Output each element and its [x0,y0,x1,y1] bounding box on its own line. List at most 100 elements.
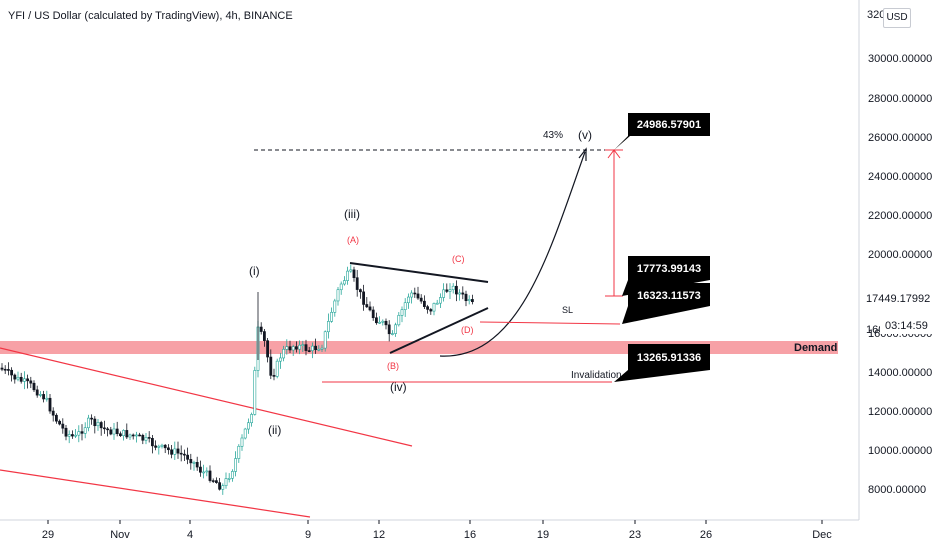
candle-body [410,292,414,298]
time-tick-label: 26 [700,529,712,541]
wave-label-iv: (iv) [390,380,407,394]
candle-body [237,445,241,459]
candle-body [170,449,174,455]
candle-body [243,428,247,439]
candle-body [173,448,177,455]
wave-label-iii: (iii) [344,207,360,221]
candle-body [333,300,337,313]
callout-upper-text: 17773.99143 [637,263,701,275]
wave-label-C: (C) [452,254,465,264]
candle-body [90,417,94,420]
candle-body [58,420,62,425]
candle-body [419,297,423,302]
candle-body [227,478,231,480]
candle-body [384,320,388,326]
candle-body [93,418,97,427]
candle-body [467,299,471,302]
candle-body [461,292,465,295]
time-axis[interactable]: 29 Nov 4 9 12 16 19 23 26 Dec [42,520,832,541]
candle-body [35,389,39,396]
candle-body [125,430,129,438]
price-tick-label: 14000.00000 [868,367,932,379]
candle-body [387,324,391,335]
candle-body [352,269,356,279]
candle-body [211,480,215,482]
chart-title: YFI / US Dollar (calculated by TradingVi… [8,10,293,22]
candle-body [151,438,154,447]
candle-body [365,304,369,308]
candle-body [189,459,193,464]
price-tick-label: 10000.00000 [868,445,932,457]
candle-body [45,397,49,400]
callout-invalidation-text: 13265.91336 [637,352,701,364]
candle-body [16,376,20,380]
time-tick-label: 12 [373,529,385,541]
wave-label-v: (v) [578,128,592,142]
candle-body [346,270,350,281]
candle-body [74,434,78,437]
price-tick-partial-top: 320 [867,9,885,21]
price-tick-label: 24000.00000 [868,171,932,183]
candle-body [157,445,161,448]
candle-body [301,344,305,346]
time-tick-label: 19 [537,529,549,541]
demand-label: Demand [794,342,837,354]
price-tick-label: 30000.00000 [868,53,932,65]
candle-body [195,462,199,468]
candle-body [199,466,202,473]
candle-body [154,445,158,448]
candle-body [202,471,206,474]
candle-body [51,410,55,416]
currency-button[interactable]: USD [883,8,911,28]
sl-label: SL [562,305,573,315]
candle-body [320,347,324,350]
candle-body [448,289,452,292]
callout-sl: 16323.11573 [622,283,710,324]
candle-body [275,360,279,377]
candle-body [310,345,314,351]
price-tick-label: 12000.00000 [868,406,932,418]
candle-body [378,321,382,324]
candle-body [176,448,180,454]
candle-body [38,394,42,396]
candle-body [103,427,106,430]
candle-body [106,428,110,431]
candle-body [438,297,442,304]
candle-body [131,434,135,437]
candle-body [19,376,23,382]
price-tick-label: 28000.00000 [868,93,932,105]
candle-body [416,293,420,299]
candle-body [317,348,321,351]
candle-body [183,453,186,456]
candle-body [29,380,33,384]
candle-body [422,300,426,307]
candles-group [0,264,474,495]
candle-body [208,470,212,481]
candle-body [42,394,46,400]
candle-body [358,289,362,293]
candle-body [135,434,138,437]
candle-body [10,369,14,376]
candle-body [368,306,372,311]
candle-body [400,309,404,316]
candle-body [435,302,439,305]
candle-body [179,452,183,455]
candle-body [394,324,398,334]
callout-sl-text: 16323.11573 [637,290,701,302]
price-axis[interactable]: 30000.00000 28000.00000 26000.00000 24000.0… [868,53,932,496]
candle-body [67,434,71,437]
candle-body [144,437,148,441]
candle-body [218,482,222,490]
price-tick-partial-16: 160 [866,324,884,336]
candle-body [77,431,81,436]
projection-arrowhead [578,147,587,161]
candle-body [54,414,58,422]
time-tick-label: 4 [187,529,193,541]
candle-body [7,369,10,371]
demand-zone [0,341,838,354]
candle-body [22,378,26,382]
price-tick-label: 26000.00000 [868,132,932,144]
candle-body [186,454,190,460]
time-tick-label: 9 [305,529,311,541]
